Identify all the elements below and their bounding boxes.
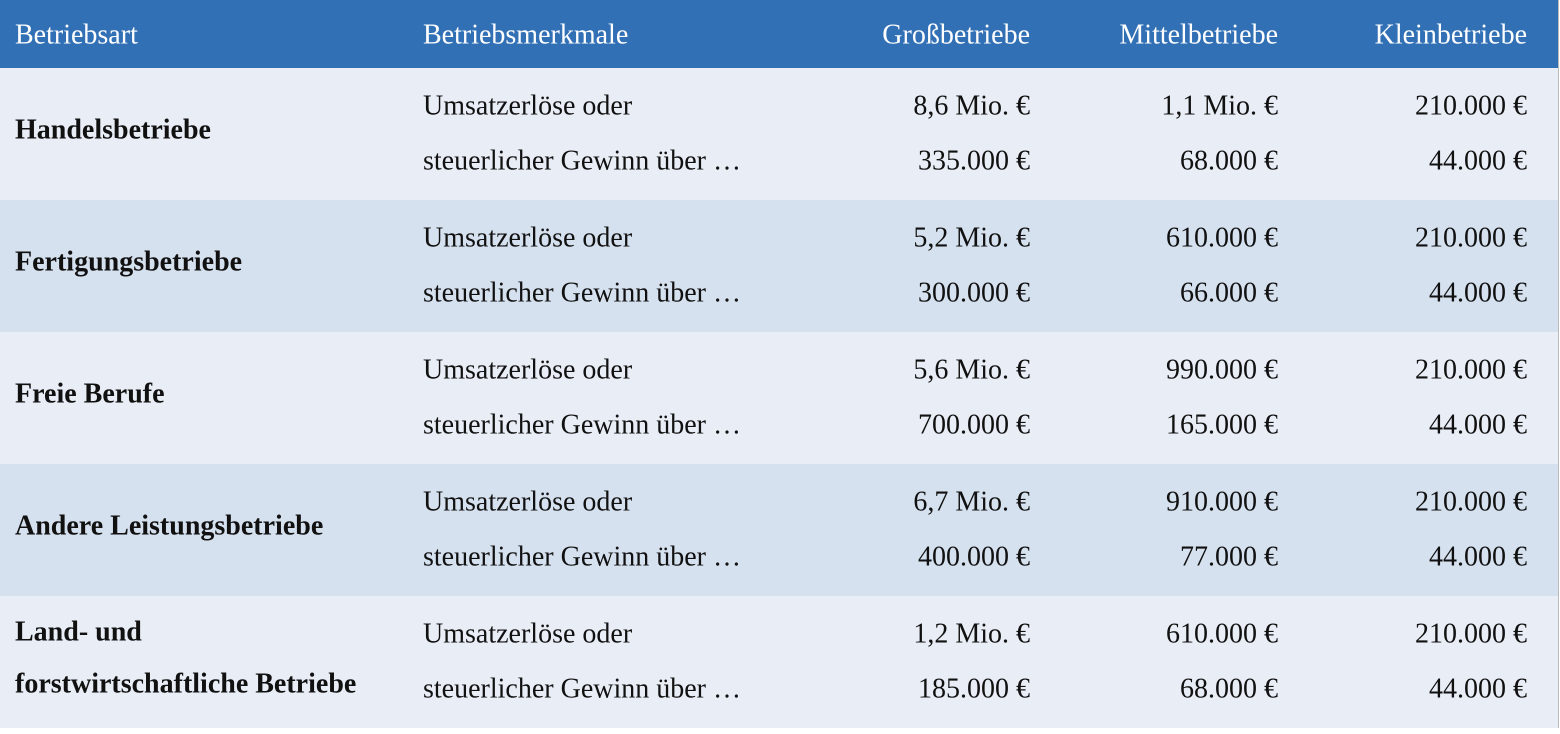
feature: steuerlicher Gewinn über … [423,673,741,704]
row-background [0,200,1558,332]
value-cell: 165.000 € [1166,409,1278,440]
feature: Umsatzerlöse oder [423,618,633,649]
value-cell: 1,2 Mio. € [913,618,1030,649]
value-cell: 44.000 € [1429,277,1527,308]
value-cell: 990.000 € [1166,354,1278,385]
value-cell: 610.000 € [1166,222,1278,253]
feature: steuerlicher Gewinn über … [423,145,741,176]
header-bar [0,0,1558,68]
value-cell: 66.000 € [1180,277,1278,308]
value-cell: 210.000 € [1415,90,1527,121]
value-cell: 210.000 € [1415,618,1527,649]
feature: Umsatzerlöse oder [423,486,633,517]
header-cell: Kleinbetriebe [1375,19,1527,50]
value-cell: 1,1 Mio. € [1161,90,1278,121]
value-cell: 210.000 € [1415,222,1527,253]
header-cell: Betriebsart [15,19,138,50]
value-cell: 300.000 € [918,277,1030,308]
row-background [0,596,1558,728]
value-cell: 44.000 € [1429,541,1527,572]
row-name: Fertigungsbetriebe [15,246,242,277]
header-cell: Großbetriebe [882,19,1030,50]
row-background [0,68,1558,200]
row-name: Land- und [15,616,142,647]
feature: steuerlicher Gewinn über … [423,277,741,308]
value-cell: 700.000 € [918,409,1030,440]
value-cell: 400.000 € [918,541,1030,572]
value-cell: 610.000 € [1166,618,1278,649]
row-background [0,464,1558,596]
value-cell: 5,2 Mio. € [913,222,1030,253]
row-background [0,332,1558,464]
row-name: Andere Leistungsbetriebe [15,510,323,541]
value-cell: 185.000 € [918,673,1030,704]
header-cell: Mittelbetriebe [1119,19,1278,50]
value-cell: 68.000 € [1180,673,1278,704]
value-cell: 210.000 € [1415,486,1527,517]
feature: Umsatzerlöse oder [423,354,633,385]
value-cell: 44.000 € [1429,409,1527,440]
row-name: forstwirtschaftliche Betriebe [15,668,356,699]
row-name: Handelsbetriebe [15,114,211,145]
value-cell: 910.000 € [1166,486,1278,517]
value-cell: 210.000 € [1415,354,1527,385]
feature: Umsatzerlöse oder [423,222,633,253]
value-cell: 8,6 Mio. € [913,90,1030,121]
feature: Umsatzerlöse oder [423,90,633,121]
value-cell: 77.000 € [1180,541,1278,572]
feature: steuerlicher Gewinn über … [423,409,741,440]
value-cell: 44.000 € [1429,673,1527,704]
feature: steuerlicher Gewinn über … [423,541,741,572]
value-cell: 6,7 Mio. € [913,486,1030,517]
header-cell: Betriebsmerkmale [423,19,628,50]
value-cell: 44.000 € [1429,145,1527,176]
value-cell: 68.000 € [1180,145,1278,176]
row-name: Freie Berufe [15,378,165,409]
value-cell: 335.000 € [918,145,1030,176]
value-cell: 5,6 Mio. € [913,354,1030,385]
